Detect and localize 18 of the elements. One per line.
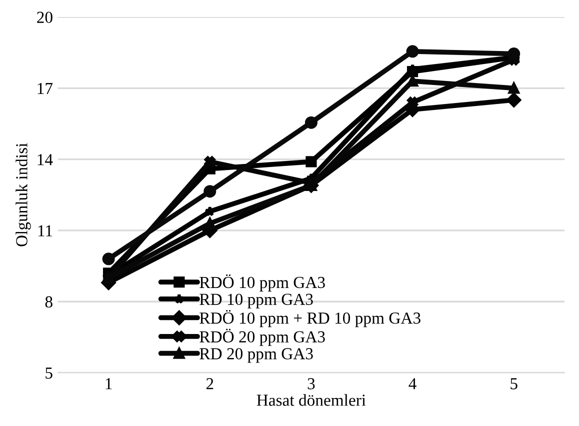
x-axis-title: Hasat dönemleri [256, 394, 366, 406]
legend-label: RDÖ 10 ppm GA3 [200, 274, 325, 292]
y-axis-title: Olgunluk indisi [16, 143, 31, 246]
legend-label: RD 10 ppm GA3 [200, 294, 313, 308]
y-tick-label: 11 [38, 225, 52, 236]
x-tick-label: 4 [408, 378, 416, 390]
x-tick-label: 5 [510, 378, 518, 390]
legend-label: RDÖ 10 ppm + RD 10 ppm GA3 [200, 310, 420, 328]
legend-label: RDÖ 20 ppm GA3 [200, 328, 325, 346]
y-tick-label: 17 [38, 82, 53, 94]
x-tick-label: 2 [206, 378, 214, 390]
y-tick-label: 5 [46, 368, 52, 379]
y-tick-label: 20 [37, 12, 52, 23]
x-tick-label: 1 [106, 378, 112, 390]
legend-label: RD 20 ppm GA3 [200, 348, 313, 363]
y-tick-label: 8 [45, 296, 52, 308]
x-tick-label: 3 [308, 378, 315, 390]
y-tick-label: 14 [38, 154, 53, 166]
